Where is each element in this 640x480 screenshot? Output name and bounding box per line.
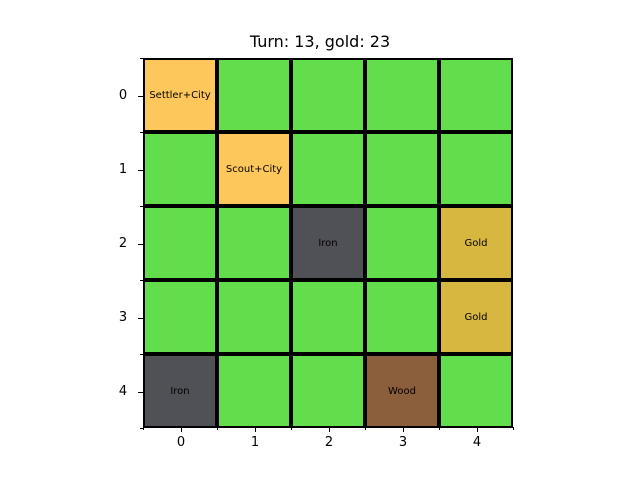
tile-label: Scout+City — [225, 163, 283, 175]
y-minor-tick — [140, 354, 143, 355]
tile-3-3[interactable] — [365, 280, 439, 354]
x-tick-mark — [477, 427, 478, 432]
game-board: Settler+City Scout+City Iron Gold Gold Iron Wo… — [143, 58, 514, 428]
tile-3-1[interactable] — [217, 280, 291, 354]
x-minor-tick — [143, 427, 144, 430]
tile-2-2[interactable]: Iron — [291, 206, 365, 280]
y-tick-mark — [138, 318, 143, 319]
tile-1-0[interactable] — [143, 132, 217, 206]
x-tick-mark — [255, 427, 256, 432]
y-minor-tick — [140, 58, 143, 59]
tile-4-4[interactable] — [439, 354, 513, 428]
x-tick-label: 2 — [324, 435, 334, 450]
y-tick-mark — [138, 96, 143, 97]
tile-0-1[interactable] — [217, 58, 291, 132]
x-tick-label: 1 — [250, 435, 260, 450]
x-minor-tick — [513, 427, 514, 430]
y-tick-mark — [138, 392, 143, 393]
tile-4-1[interactable] — [217, 354, 291, 428]
x-tick-label: 4 — [472, 435, 482, 450]
y-minor-tick — [140, 280, 143, 281]
x-tick-mark — [403, 427, 404, 432]
x-tick-mark — [329, 427, 330, 432]
tile-label: Settler+City — [149, 89, 211, 101]
tile-4-2[interactable] — [291, 354, 365, 428]
tile-0-3[interactable] — [365, 58, 439, 132]
tile-0-2[interactable] — [291, 58, 365, 132]
tile-0-4[interactable] — [439, 58, 513, 132]
tile-label: Gold — [464, 237, 488, 249]
x-minor-tick — [291, 427, 292, 430]
tile-label: Wood — [388, 385, 416, 397]
y-minor-tick — [140, 132, 143, 133]
tile-1-1[interactable]: Scout+City — [217, 132, 291, 206]
tile-1-4[interactable] — [439, 132, 513, 206]
x-minor-tick — [365, 427, 366, 430]
y-tick-label: 4 — [118, 384, 128, 399]
tile-2-1[interactable] — [217, 206, 291, 280]
tile-3-2[interactable] — [291, 280, 365, 354]
y-tick-label: 3 — [118, 310, 128, 325]
x-tick-label: 3 — [398, 435, 408, 450]
tile-3-4[interactable]: Gold — [439, 280, 513, 354]
tile-label: Iron — [170, 385, 190, 397]
y-minor-tick — [140, 428, 143, 429]
x-tick-label: 0 — [176, 435, 186, 450]
tile-4-0[interactable]: Iron — [143, 354, 217, 428]
tile-3-0[interactable] — [143, 280, 217, 354]
tile-2-3[interactable] — [365, 206, 439, 280]
tile-2-0[interactable] — [143, 206, 217, 280]
x-minor-tick — [217, 427, 218, 430]
tile-label: Iron — [318, 237, 338, 249]
y-minor-tick — [140, 206, 143, 207]
y-tick-label: 0 — [118, 88, 128, 103]
game-status-title: Turn: 13, gold: 23 — [249, 32, 391, 51]
y-tick-mark — [138, 170, 143, 171]
x-tick-mark — [181, 427, 182, 432]
tile-1-2[interactable] — [291, 132, 365, 206]
x-minor-tick — [439, 427, 440, 430]
tile-2-4[interactable]: Gold — [439, 206, 513, 280]
tile-label: Gold — [464, 311, 488, 323]
tile-0-0[interactable]: Settler+City — [143, 58, 217, 132]
y-tick-label: 1 — [118, 162, 128, 177]
tile-1-3[interactable] — [365, 132, 439, 206]
y-tick-mark — [138, 244, 143, 245]
tile-4-3[interactable]: Wood — [365, 354, 439, 428]
y-tick-label: 2 — [118, 236, 128, 251]
